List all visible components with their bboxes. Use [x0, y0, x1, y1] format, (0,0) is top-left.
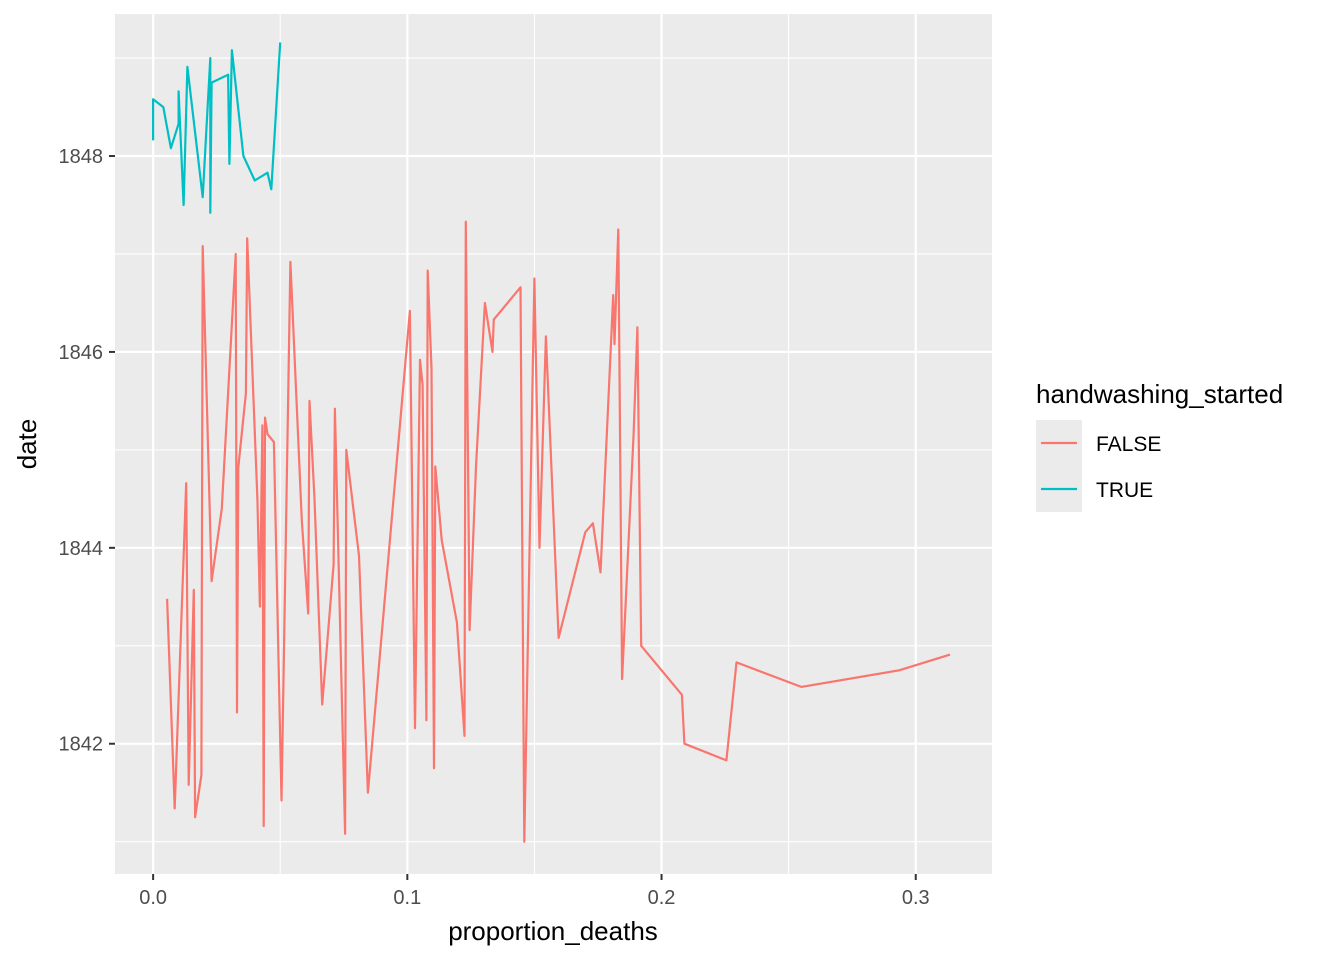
- x-axis: 0.0 0.1 0.2 0.3: [139, 874, 930, 909]
- x-tick-label: 0.0: [139, 887, 167, 909]
- y-axis: 1842 1844 1846 1848: [59, 146, 115, 756]
- legend-label: TRUE: [1096, 479, 1153, 502]
- y-tick-label: 1844: [59, 538, 104, 560]
- legend-label: FALSE: [1096, 433, 1161, 456]
- x-tick-label: 0.2: [648, 887, 676, 909]
- legend-items: FALSE TRUE: [1036, 420, 1161, 512]
- series-line-true: [152, 42, 282, 214]
- y-tick-label: 1848: [59, 146, 104, 168]
- y-tick-label: 1842: [59, 734, 104, 756]
- y-axis-title: date: [12, 419, 42, 470]
- y-tick-label: 1846: [59, 342, 104, 364]
- series-lines: [152, 42, 951, 843]
- series-line-false: [166, 220, 951, 843]
- plot-panel: [115, 14, 992, 874]
- legend: handwashing_started FALSE TRUE: [1036, 379, 1283, 512]
- x-tick-label: 0.3: [902, 887, 930, 909]
- x-tick-label: 0.1: [393, 887, 421, 909]
- legend-title: handwashing_started: [1036, 379, 1283, 409]
- x-axis-title: proportion_deaths: [448, 916, 658, 946]
